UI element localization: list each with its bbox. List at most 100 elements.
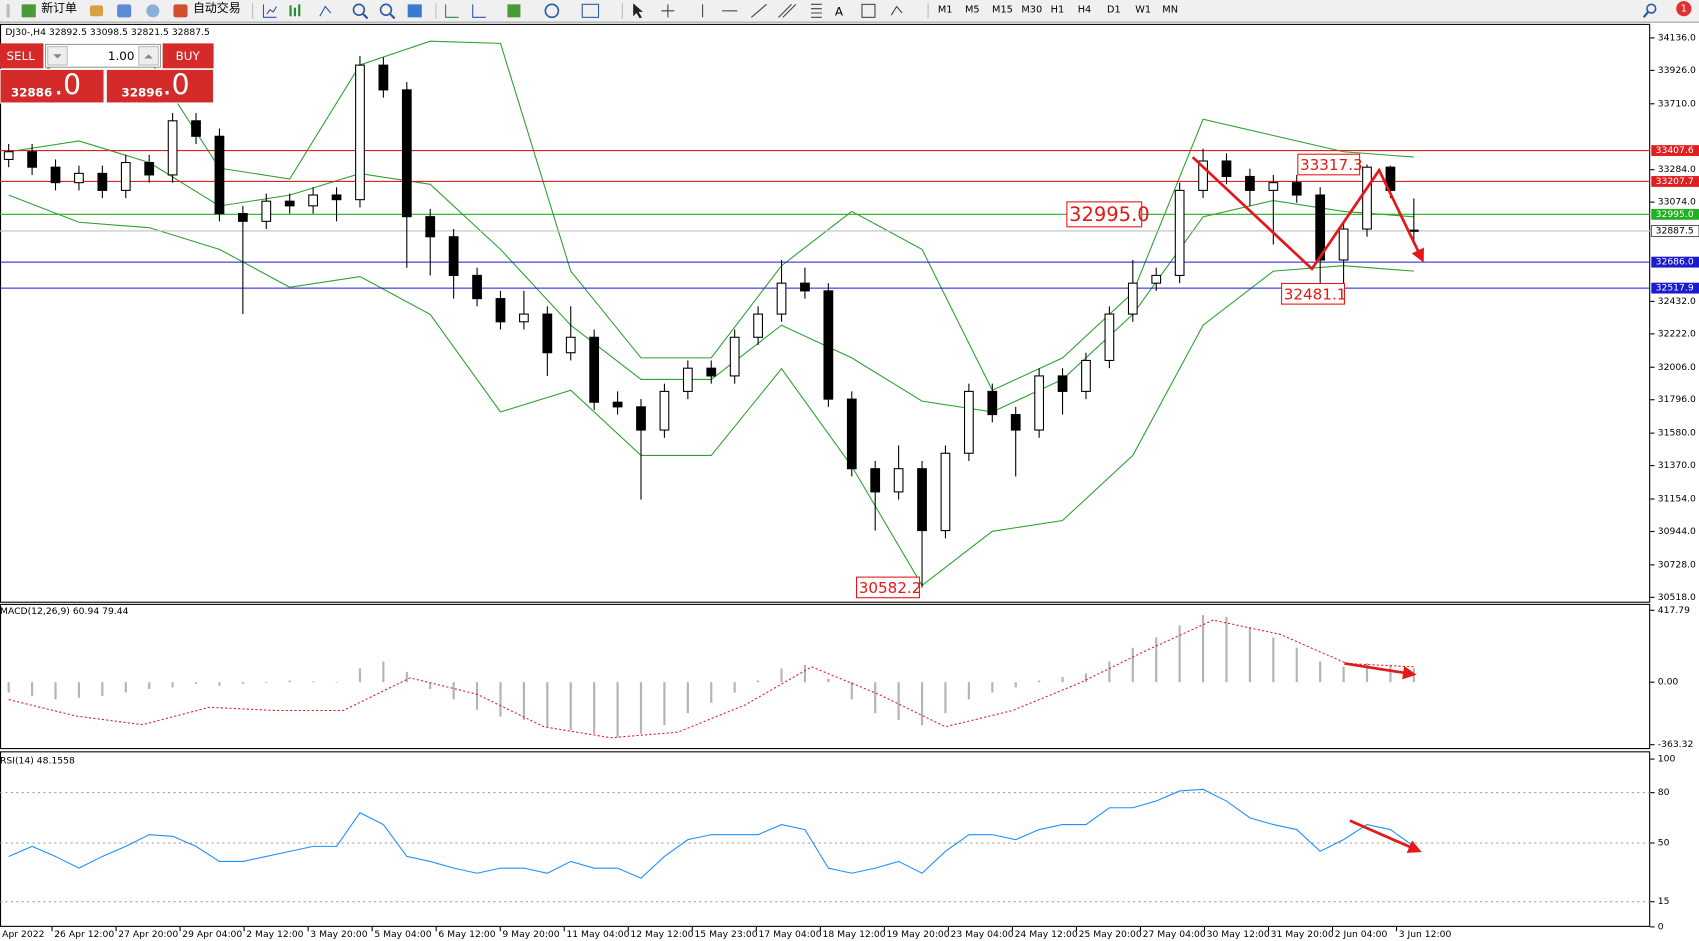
macd-bar	[1061, 677, 1064, 683]
timeframe-button[interactable]: M1	[938, 5, 953, 16]
candle-body	[870, 468, 881, 493]
rsi-title: RSI(14) 48.1558	[0, 756, 75, 767]
macd-bar	[1108, 661, 1111, 683]
candle-body	[1127, 282, 1138, 315]
level-label: 33207.7	[1656, 176, 1694, 187]
x-tick-label: 31 May 20:00	[1271, 929, 1334, 940]
level-tag	[1651, 282, 1699, 294]
x-tick-label: Apr 2022	[2, 929, 44, 940]
candle-body	[1245, 175, 1255, 191]
x-tick-label: 12 May 12:00	[630, 929, 693, 940]
candle-body	[987, 390, 998, 416]
timeframe-button[interactable]: D1	[1107, 5, 1121, 16]
macd-signal	[8, 619, 1414, 739]
macd-bar	[1365, 663, 1369, 683]
timeframe-button[interactable]: M15	[992, 5, 1013, 16]
macd-title: MACD(12,26,9) 60.94 79.44	[0, 606, 129, 617]
macd-bar	[757, 680, 760, 683]
y-tick-label: 0.00	[1658, 677, 1679, 688]
macd-bar	[569, 682, 572, 731]
toolbar-button[interactable]: 自动交易	[193, 1, 241, 15]
candle-body	[308, 194, 319, 207]
macd-bar	[358, 668, 362, 683]
candle-body	[120, 162, 131, 191]
candle-body	[893, 468, 904, 493]
timeframe-button[interactable]: H4	[1078, 5, 1092, 16]
buy-price[interactable]	[105, 68, 215, 104]
macd-bar	[1272, 637, 1275, 683]
sell-price[interactable]	[0, 68, 105, 104]
macd-bar	[1084, 673, 1088, 683]
sell-button[interactable]	[0, 43, 44, 69]
candle-body	[284, 200, 295, 207]
candle-body	[191, 120, 201, 137]
macd-bar	[1248, 627, 1251, 683]
macd-bar	[429, 682, 432, 690]
timeframe-button[interactable]: MN	[1162, 5, 1178, 16]
macd-bar	[1038, 680, 1041, 683]
lot-input[interactable]	[44, 43, 162, 68]
candle-body	[214, 135, 225, 215]
macd-bar	[850, 682, 853, 700]
candle-body	[963, 390, 974, 454]
price-annotation: 33317.3	[1300, 156, 1363, 174]
candle-body	[401, 89, 412, 218]
candle-body	[1034, 375, 1045, 431]
toolbar-button[interactable]: 新订单	[41, 1, 77, 15]
macd-bar	[897, 682, 900, 721]
price-annotation: 32481.1	[1284, 285, 1347, 303]
candle-body	[472, 274, 482, 300]
timeframe-button[interactable]: M5	[965, 5, 980, 16]
x-tick-label: 27 Apr 20:00	[118, 929, 178, 940]
x-tick-label: 24 May 12:00	[1015, 929, 1078, 940]
y-tick-label: 31370.0	[1658, 460, 1696, 471]
candle-body	[542, 313, 553, 354]
candle-body	[3, 151, 14, 160]
bollinger-upper	[8, 40, 1414, 391]
macd-bar	[1225, 616, 1228, 683]
candle-body	[1104, 313, 1115, 362]
macd-bar	[803, 664, 807, 683]
candle-body	[355, 64, 365, 201]
candle-body	[1338, 228, 1349, 261]
y-tick-label: 32006.0	[1658, 362, 1696, 373]
macd-bar	[241, 682, 244, 684]
timeframe-button[interactable]: W1	[1135, 5, 1151, 16]
macd-bar	[991, 682, 994, 693]
candle-body	[167, 120, 178, 176]
timeframe-button[interactable]: H1	[1051, 5, 1065, 16]
candle-body	[659, 390, 670, 431]
x-tick-label: 2 Jun 04:00	[1335, 929, 1388, 940]
buy-button[interactable]	[162, 43, 214, 69]
candle-body	[425, 216, 436, 238]
level-label: 32517.9	[1656, 283, 1694, 294]
macd-bar	[382, 661, 385, 683]
new-order-icon[interactable]	[21, 4, 36, 18]
candle-body	[1057, 375, 1068, 392]
y-tick-label: 30518.0	[1658, 592, 1696, 603]
candle-body	[612, 401, 623, 408]
macd-bar	[31, 682, 34, 696]
candle-body	[1291, 182, 1302, 196]
macd-bar	[710, 682, 713, 703]
x-tick-label: 11 May 04:00	[566, 929, 629, 940]
y-tick-label: 33710.0	[1658, 98, 1696, 109]
y-tick-label: 34136.0	[1658, 32, 1696, 43]
macd-bar	[686, 682, 689, 714]
candle-body	[1268, 182, 1279, 191]
macd-bar	[452, 682, 455, 700]
x-tick-label: 27 May 04:00	[1143, 929, 1206, 940]
y-tick-label: 33284.0	[1658, 164, 1696, 175]
auto-trade-icon[interactable]	[173, 4, 188, 18]
notification-badge[interactable]	[1676, 1, 1692, 17]
timeframe-button[interactable]: M30	[1021, 5, 1042, 16]
macd-bar	[593, 682, 596, 734]
candle-body	[1221, 160, 1232, 178]
level-tag	[1651, 145, 1699, 156]
x-tick-label: 15 May 23:00	[694, 929, 757, 940]
macd-bar	[1201, 615, 1205, 683]
macd-bar	[920, 682, 924, 726]
macd-bar	[1389, 664, 1392, 683]
level-tag	[1651, 176, 1699, 187]
price-annotation-box	[1066, 201, 1143, 228]
